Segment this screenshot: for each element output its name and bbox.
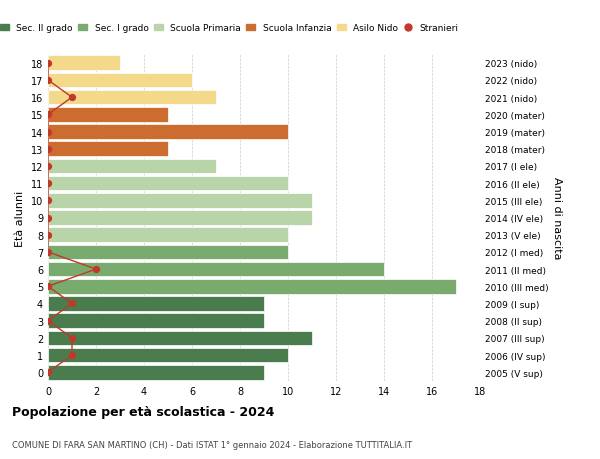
Bar: [48, 125, 288, 140]
Bar: [48, 313, 264, 328]
Bar: [48, 73, 192, 88]
Bar: [48, 245, 288, 260]
Point: [67, 94, 77, 101]
Bar: [48, 194, 312, 208]
Bar: [48, 176, 288, 191]
Point: [67, 300, 77, 308]
Bar: [48, 228, 288, 242]
Point: [43, 249, 53, 256]
Point: [43, 146, 53, 153]
Bar: [48, 365, 264, 380]
Bar: [48, 331, 312, 345]
Point: [67, 352, 77, 359]
Bar: [48, 142, 168, 157]
Point: [43, 317, 53, 325]
Point: [43, 112, 53, 119]
Point: [43, 163, 53, 170]
Point: [43, 197, 53, 205]
Bar: [48, 280, 456, 294]
Point: [91, 266, 101, 273]
Y-axis label: Età alunni: Età alunni: [15, 190, 25, 246]
Y-axis label: Anni di nascita: Anni di nascita: [553, 177, 562, 259]
Point: [43, 231, 53, 239]
Point: [43, 369, 53, 376]
Text: Popolazione per età scolastica - 2024: Popolazione per età scolastica - 2024: [12, 405, 274, 419]
Legend: Sec. II grado, Sec. I grado, Scuola Primaria, Scuola Infanzia, Asilo Nido, Stran: Sec. II grado, Sec. I grado, Scuola Prim…: [0, 21, 462, 37]
Bar: [48, 348, 288, 363]
Bar: [48, 108, 168, 123]
Point: [67, 335, 77, 342]
Bar: [48, 91, 216, 105]
Text: COMUNE DI FARA SAN MARTINO (CH) - Dati ISTAT 1° gennaio 2024 - Elaborazione TUTT: COMUNE DI FARA SAN MARTINO (CH) - Dati I…: [12, 441, 412, 449]
Point: [43, 214, 53, 222]
Bar: [48, 211, 312, 225]
Point: [43, 283, 53, 290]
Bar: [48, 56, 120, 71]
Bar: [48, 159, 216, 174]
Point: [43, 60, 53, 67]
Point: [43, 180, 53, 187]
Point: [43, 77, 53, 84]
Bar: [48, 262, 384, 277]
Point: [43, 129, 53, 136]
Bar: [48, 297, 264, 311]
